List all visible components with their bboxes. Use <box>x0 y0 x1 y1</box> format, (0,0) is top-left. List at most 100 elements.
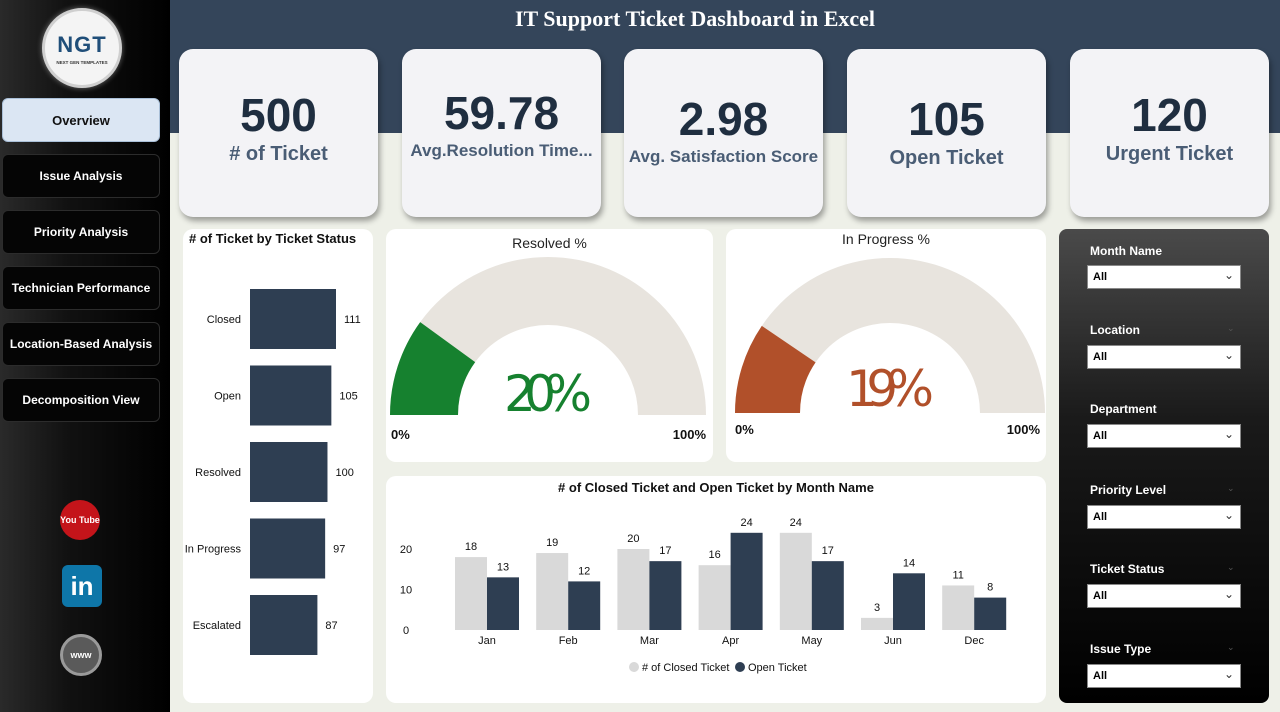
priority-filter-value: All <box>1093 511 1108 523</box>
inprogress-gauge-min: 0% <box>735 422 754 437</box>
status-value-label: 111 <box>344 314 361 326</box>
status-value-label: 105 <box>339 391 357 403</box>
status-bar-chart: Closed 111 Open 105 Resolved 100 In Progress 97… <box>185 289 361 655</box>
youtube-icon-text: You Tube <box>60 515 100 525</box>
month-label: Apr <box>722 635 739 647</box>
monthly-bar-chart: 0 10 20 18 13 Jan 19 12 Feb 20 17 Mar 16 24 Apr 24 17 May… <box>400 517 1007 674</box>
filter-panel: Month Name All ⌄ Location ⌄ All ⌄ Depart… <box>1059 229 1269 703</box>
status-bar <box>250 595 318 655</box>
chevron-down-icon: ⌄ <box>1227 642 1235 652</box>
kpi-label: Open Ticket <box>889 147 1004 169</box>
open-ticket-bar <box>730 532 763 630</box>
issue-type-filter-dropdown[interactable]: All ⌄ <box>1087 664 1241 688</box>
status-value-label: 100 <box>335 467 353 479</box>
bar-value-label: 12 <box>578 565 590 577</box>
month-filter-dropdown[interactable]: All ⌄ <box>1087 265 1241 289</box>
inprogress-gauge: 19% 0% 100% <box>735 258 1045 437</box>
closed-ticket-bar <box>455 557 487 630</box>
month-filter-label: Month Name <box>1090 244 1162 258</box>
status-filter-value: All <box>1093 590 1108 602</box>
nav-menu: Overview Issue Analysis Priority Analysi… <box>2 98 160 434</box>
chevron-down-icon: ⌄ <box>1223 427 1234 441</box>
bar-value-label: 8 <box>987 582 993 594</box>
nav-location-analysis-button[interactable]: Location-Based Analysis <box>2 322 160 366</box>
kpi-label: Urgent Ticket <box>1105 143 1234 165</box>
logo-subtitle: NEXT GEN TEMPLATES <box>56 59 108 65</box>
department-filter-label: Department <box>1090 402 1157 416</box>
bar-value-label: 11 <box>952 569 963 581</box>
closed-ticket-bar <box>942 585 975 630</box>
bar-value-label: 14 <box>903 557 915 569</box>
status-value-label: 97 <box>333 544 345 556</box>
priority-filter-dropdown[interactable]: All ⌄ <box>1087 505 1241 529</box>
resolved-gauge-fill <box>390 322 476 415</box>
resolved-gauge: 20% 0% 100% <box>390 257 706 442</box>
location-filter-value: All <box>1093 351 1108 363</box>
month-label: Jan <box>478 635 496 647</box>
location-filter-dropdown[interactable]: All ⌄ <box>1087 345 1241 369</box>
bar-value-label: 16 <box>708 549 720 561</box>
kpi-card-tickets: 500 # of Ticket <box>179 49 378 217</box>
status-category-label: Escalated <box>193 620 241 632</box>
kpi-card-urgent: 120 Urgent Ticket <box>1070 49 1269 217</box>
page-title: IT Support Ticket Dashboard in Excel <box>514 6 876 31</box>
inprogress-gauge-fill <box>735 325 816 413</box>
bar-value-label: 17 <box>659 545 671 557</box>
logo-text: NGT <box>57 31 107 57</box>
status-category-label: In Progress <box>185 544 242 556</box>
issue-type-filter-value: All <box>1093 670 1108 682</box>
chevron-down-icon: ⌄ <box>1227 323 1235 333</box>
open-ticket-bar <box>811 561 844 630</box>
nav-issue-analysis-button[interactable]: Issue Analysis <box>2 154 160 198</box>
bar-value-label: 3 <box>874 602 880 614</box>
kpi-label: # of Ticket <box>229 143 328 165</box>
legend-open-swatch <box>735 662 745 672</box>
month-label: Jun <box>884 635 902 647</box>
chevron-down-icon: ⌄ <box>1223 667 1234 681</box>
kpi-card-resolution-time: 59.78 Avg.Resolution Time... <box>402 49 601 217</box>
logo: NGT NEXT GEN TEMPLATES <box>42 8 122 88</box>
bar-value-label: 13 <box>497 561 509 573</box>
kpi-card-open: 105 Open Ticket <box>847 49 1046 217</box>
closed-ticket-bar <box>617 549 650 630</box>
chevron-down-icon: ⌄ <box>1223 587 1234 601</box>
kpi-value: 59.78 <box>443 87 560 139</box>
open-ticket-bar <box>649 561 682 630</box>
inprogress-gauge-title: In Progress % <box>842 231 930 247</box>
status-bar <box>250 442 328 502</box>
nav-decomposition-view-button[interactable]: Decomposition View <box>2 378 160 422</box>
department-filter-value: All <box>1093 430 1108 442</box>
status-chart-panel: # of Ticket by Ticket Status Closed 111 Op… <box>183 229 373 703</box>
globe-icon[interactable]: www <box>60 634 102 676</box>
y-tick-label: 0 <box>403 625 409 637</box>
monthly-chart-title: # of Closed Ticket and Open Ticket by Mo… <box>558 480 874 495</box>
closed-ticket-bar <box>536 553 569 630</box>
chevron-down-icon: ⌄ <box>1227 483 1235 493</box>
department-filter-dropdown[interactable]: All ⌄ <box>1087 424 1241 448</box>
inprogress-gauge-value: 19% <box>846 360 934 418</box>
open-ticket-bar <box>893 573 925 630</box>
month-filter-value: All <box>1093 271 1108 283</box>
kpi-value: 120 <box>1131 89 1208 141</box>
nav-priority-analysis-button[interactable]: Priority Analysis <box>2 210 160 254</box>
nav-overview-button[interactable]: Overview <box>2 98 160 142</box>
chevron-down-icon: ⌄ <box>1223 508 1234 522</box>
bar-value-label: 20 <box>627 533 639 545</box>
resolved-gauge-panel: Resolved % 20% 0% 100% <box>386 229 713 462</box>
youtube-icon[interactable]: You Tube <box>60 500 100 540</box>
status-bar <box>250 518 326 579</box>
resolved-gauge-value: 20% <box>504 365 592 423</box>
month-label: Dec <box>964 635 984 647</box>
inprogress-gauge-panel: In Progress % 19% 0% 100% <box>726 229 1046 462</box>
nav-technician-performance-button[interactable]: Technician Performance <box>2 266 160 310</box>
linkedin-icon[interactable]: in <box>62 565 102 607</box>
month-label: Feb <box>559 635 578 647</box>
status-filter-dropdown[interactable]: All ⌄ <box>1087 584 1241 608</box>
issue-type-filter-label: Issue Type <box>1090 642 1152 656</box>
chevron-down-icon: ⌄ <box>1223 268 1234 282</box>
open-ticket-bar <box>974 597 1007 630</box>
closed-ticket-bar <box>698 565 731 630</box>
open-ticket-bar <box>568 581 601 630</box>
status-bar <box>250 289 336 349</box>
